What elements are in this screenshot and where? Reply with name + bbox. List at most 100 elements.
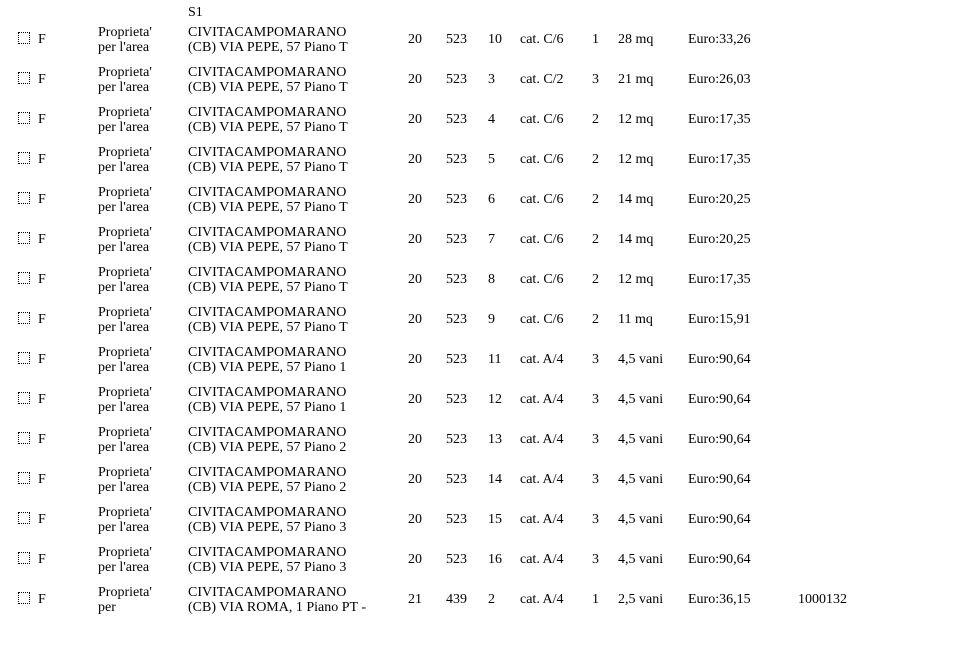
val-b: 523 [446, 152, 488, 168]
row-checkbox[interactable] [10, 232, 38, 249]
address: CIVITACAMPOMARANO(CB) VIA PEPE, 57 Piano… [188, 265, 408, 296]
val-b: 523 [446, 72, 488, 88]
size: 14 mq [618, 232, 688, 248]
property-listing-page: S1 FProprieta'per l'areaCIVITACAMPOMARAN… [0, 0, 959, 630]
ownership-desc: Proprieta'per l'area [98, 145, 188, 176]
row-checkbox[interactable] [10, 472, 38, 489]
val-d: 3 [592, 392, 618, 408]
address: CIVITACAMPOMARANO(CB) VIA PEPE, 57 Piano… [188, 25, 408, 56]
size: 11 mq [618, 312, 688, 328]
ownership-desc: Proprieta'per l'area [98, 225, 188, 256]
type-letter: F [38, 592, 98, 608]
row-checkbox[interactable] [10, 272, 38, 289]
size: 4,5 vani [618, 392, 688, 408]
val-b: 523 [446, 552, 488, 568]
category: cat. C/6 [520, 112, 592, 128]
val-d: 2 [592, 232, 618, 248]
address: CIVITACAMPOMARANO(CB) VIA ROMA, 1 Piano … [188, 585, 408, 616]
val-b: 523 [446, 112, 488, 128]
type-letter: F [38, 472, 98, 488]
euro-value: Euro:90,64 [688, 392, 798, 408]
type-letter: F [38, 392, 98, 408]
type-letter: F [38, 432, 98, 448]
euro-value: Euro:20,25 [688, 192, 798, 208]
row-checkbox[interactable] [10, 352, 38, 369]
row-checkbox[interactable] [10, 432, 38, 449]
val-a: 20 [408, 472, 446, 488]
val-c: 2 [488, 592, 520, 608]
ownership-desc: Proprieta'per l'area [98, 65, 188, 96]
category: cat. A/4 [520, 512, 592, 528]
val-a: 20 [408, 192, 446, 208]
ownership-desc: Proprieta'per l'area [98, 265, 188, 296]
table-row: FProprieta'per l'areaCIVITACAMPOMARANO(C… [10, 140, 949, 180]
row-checkbox[interactable] [10, 552, 38, 569]
type-letter: F [38, 232, 98, 248]
type-letter: F [38, 112, 98, 128]
type-letter: F [38, 552, 98, 568]
val-a: 20 [408, 232, 446, 248]
val-c: 15 [488, 512, 520, 528]
val-c: 11 [488, 352, 520, 368]
row-checkbox[interactable] [10, 312, 38, 329]
table-row: FProprieta'per l'areaCIVITACAMPOMARANO(C… [10, 380, 949, 420]
row-checkbox[interactable] [10, 152, 38, 169]
address: CIVITACAMPOMARANO(CB) VIA PEPE, 57 Piano… [188, 465, 408, 496]
val-a: 20 [408, 512, 446, 528]
row-checkbox[interactable] [10, 32, 38, 49]
type-letter: F [38, 72, 98, 88]
ownership-desc: Proprieta'per l'area [98, 425, 188, 456]
euro-value: Euro:90,64 [688, 472, 798, 488]
table-row: FProprieta'per l'areaCIVITACAMPOMARANO(C… [10, 540, 949, 580]
row-checkbox[interactable] [10, 112, 38, 129]
size: 4,5 vani [618, 512, 688, 528]
euro-value: Euro:17,35 [688, 152, 798, 168]
table-row: FProprieta'per l'areaCIVITACAMPOMARANO(C… [10, 220, 949, 260]
header-row: S1 [10, 0, 949, 20]
row-checkbox[interactable] [10, 512, 38, 529]
val-b: 523 [446, 192, 488, 208]
table-row: FProprieta'per l'areaCIVITACAMPOMARANO(C… [10, 460, 949, 500]
euro-value: Euro:33,26 [688, 32, 798, 48]
val-d: 2 [592, 112, 618, 128]
category: cat. A/4 [520, 352, 592, 368]
row-checkbox[interactable] [10, 72, 38, 89]
val-a: 20 [408, 152, 446, 168]
val-d: 3 [592, 552, 618, 568]
size: 12 mq [618, 272, 688, 288]
size: 4,5 vani [618, 432, 688, 448]
val-d: 3 [592, 472, 618, 488]
ownership-desc: Proprieta'per l'area [98, 385, 188, 416]
size: 14 mq [618, 192, 688, 208]
category: cat. C/6 [520, 152, 592, 168]
category: cat. A/4 [520, 552, 592, 568]
val-b: 523 [446, 352, 488, 368]
row-checkbox[interactable] [10, 192, 38, 209]
row-checkbox[interactable] [10, 392, 38, 409]
val-c: 3 [488, 72, 520, 88]
val-b: 523 [446, 472, 488, 488]
size: 12 mq [618, 152, 688, 168]
table-row: FProprieta'per l'areaCIVITACAMPOMARANO(C… [10, 60, 949, 100]
val-a: 20 [408, 392, 446, 408]
category: cat. A/4 [520, 472, 592, 488]
address: CIVITACAMPOMARANO(CB) VIA PEPE, 57 Piano… [188, 305, 408, 336]
ownership-desc: Proprieta'per l'area [98, 505, 188, 536]
category: cat. A/4 [520, 432, 592, 448]
val-d: 2 [592, 192, 618, 208]
category: cat. C/2 [520, 72, 592, 88]
val-c: 12 [488, 392, 520, 408]
type-letter: F [38, 192, 98, 208]
val-c: 14 [488, 472, 520, 488]
ownership-desc: Proprieta'per l'area [98, 25, 188, 56]
val-d: 3 [592, 432, 618, 448]
euro-value: Euro:26,03 [688, 72, 798, 88]
ownership-desc: Proprieta'per [98, 585, 188, 616]
row-checkbox[interactable] [10, 592, 38, 609]
val-c: 10 [488, 32, 520, 48]
euro-value: Euro:90,64 [688, 512, 798, 528]
val-b: 523 [446, 32, 488, 48]
table-row: FProprieta'per l'areaCIVITACAMPOMARANO(C… [10, 500, 949, 540]
euro-value: Euro:36,15 [688, 592, 798, 608]
category: cat. C/6 [520, 232, 592, 248]
